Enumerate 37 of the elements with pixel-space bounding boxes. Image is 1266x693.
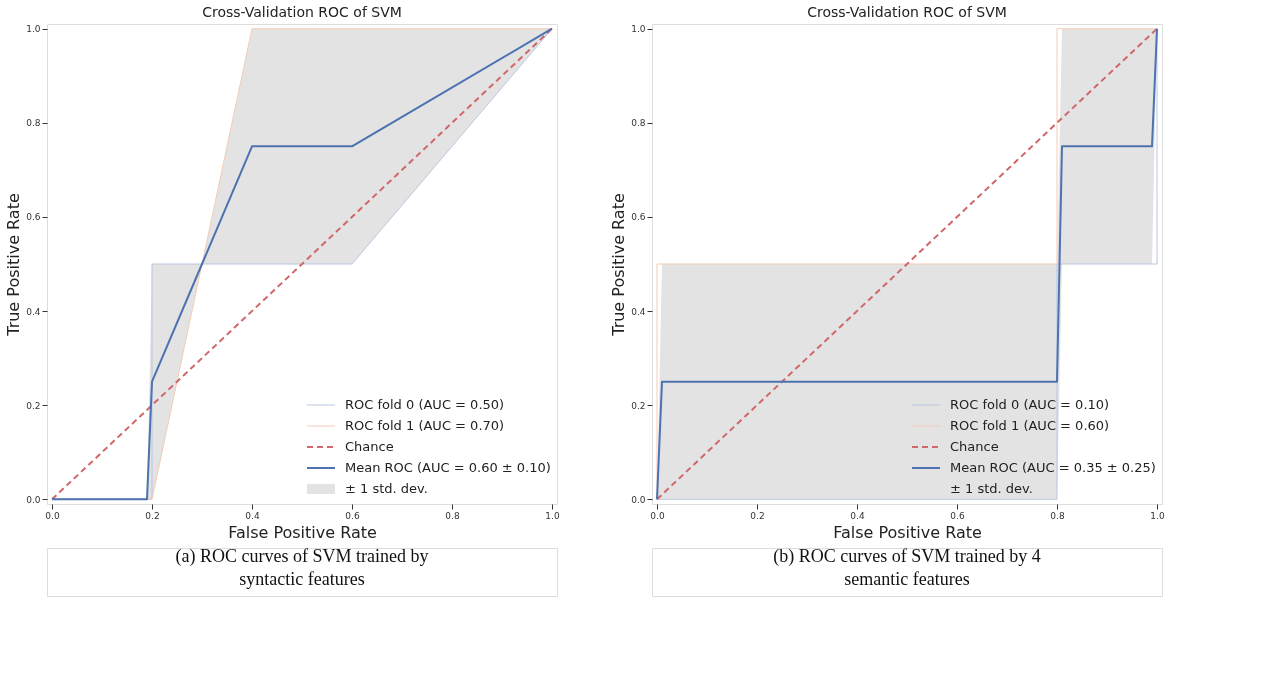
y-tick-label: 0.4 (26, 306, 41, 317)
x-tick-label: 0.4 (245, 510, 260, 521)
y-tick-label: 0.0 (26, 494, 41, 505)
y-tick-label: 1.0 (631, 24, 646, 35)
legend-label: Mean ROC (AUC = 0.35 ± 0.25) (950, 460, 1156, 475)
x-tick-label: 0.8 (445, 510, 460, 521)
y-tick-label: 1.0 (26, 24, 41, 35)
y-tick-label: 0.6 (26, 212, 41, 223)
x-tick-label: 1.0 (545, 510, 560, 521)
chart-title: Cross-Validation ROC of SVM (807, 4, 1007, 20)
y-tick-label: 0.6 (631, 212, 646, 223)
x-tick-label: 0.4 (850, 510, 865, 521)
y-axis-title: True Positive Rate (609, 193, 629, 337)
x-tick-label: 0.2 (145, 510, 160, 521)
y-tick-label: 0.2 (631, 400, 646, 411)
x-tick-label: 0.0 (45, 510, 60, 521)
x-tick-label: 0.0 (650, 510, 665, 521)
legend-label: Chance (950, 439, 999, 454)
x-tick-label: 0.6 (950, 510, 965, 521)
y-tick-label: 0.4 (631, 306, 646, 317)
y-axis-title: True Positive Rate (4, 193, 24, 337)
text: (a) ROC curves of SVM trained by syntactic features (175, 546, 429, 589)
legend-label: ROC fold 1 (AUC = 0.60) (950, 418, 1110, 433)
text: (b) ROC curves of SVM trained by 4 semantic features (773, 546, 1041, 589)
x-tick-label: 1.0 (1150, 510, 1165, 521)
x-tick-label: 0.6 (345, 510, 360, 521)
annotation: ± 1 std. dev. (950, 481, 1033, 496)
x-axis-title: False Positive Rate (833, 522, 982, 542)
x-axis-title: False Positive Rate (228, 522, 377, 542)
legend-label: ROC fold 0 (AUC = 0.10) (950, 397, 1110, 412)
x-tick-label: 0.8 (1050, 510, 1065, 521)
chart-title: Cross-Validation ROC of SVM (202, 4, 402, 20)
y-tick-label: 0.2 (26, 400, 41, 411)
y-tick-label: 0.0 (631, 494, 646, 505)
y-tick-label: 0.8 (631, 118, 646, 129)
x-tick-label: 0.2 (750, 510, 765, 521)
y-tick-label: 0.8 (26, 118, 41, 129)
